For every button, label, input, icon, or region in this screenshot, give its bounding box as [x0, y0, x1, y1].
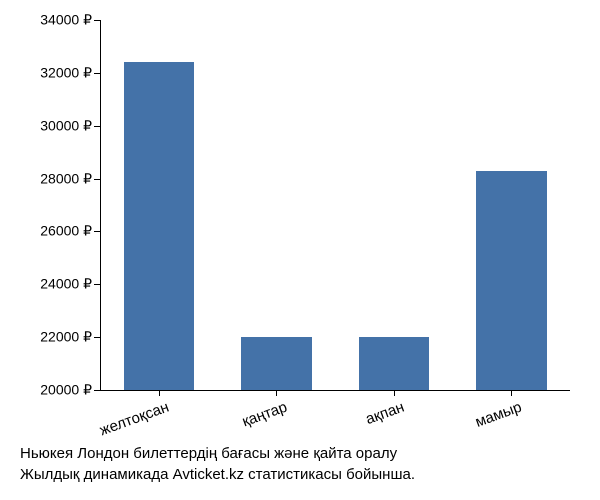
y-tick-label: 20000 ₽ — [40, 382, 92, 399]
y-axis: 20000 ₽22000 ₽24000 ₽26000 ₽28000 ₽30000… — [0, 20, 100, 390]
bar — [359, 337, 430, 390]
y-tick-label: 28000 ₽ — [40, 170, 92, 187]
x-tick-label: мамыр — [473, 399, 524, 431]
y-tick-label: 34000 ₽ — [40, 12, 92, 29]
y-tick-label: 32000 ₽ — [40, 64, 92, 81]
bar — [241, 337, 312, 390]
plot-area — [100, 20, 570, 390]
y-tick-label: 22000 ₽ — [40, 329, 92, 346]
x-tick-mark — [276, 390, 277, 396]
caption-line-2: Жылдық динамикада Avticket.kz статистика… — [20, 464, 415, 485]
x-tick-mark — [394, 390, 395, 396]
y-tick-label: 30000 ₽ — [40, 117, 92, 134]
x-tick-mark — [159, 390, 160, 396]
y-tick-label: 24000 ₽ — [40, 276, 92, 293]
chart-container: 20000 ₽ 22000 ₽ 24000 ₽ 26000 ₽ 28000 ₽ 30000… — [0, 0, 600, 500]
x-axis: желтоқсан қаңтар ақпан мамыр — [100, 390, 570, 450]
x-tick-mark — [511, 390, 512, 396]
bar — [124, 62, 195, 390]
chart-caption: Ньюкея Лондон билеттердің бағасы және қа… — [20, 443, 415, 485]
x-tick-label: желтоқсан — [98, 399, 172, 440]
caption-line-1: Ньюкея Лондон билеттердің бағасы және қа… — [20, 443, 415, 464]
x-tick-label: қаңтар — [240, 399, 290, 431]
x-tick-label: ақпан — [364, 399, 407, 429]
y-tick-label: 26000 ₽ — [40, 223, 92, 240]
bar — [476, 171, 547, 390]
